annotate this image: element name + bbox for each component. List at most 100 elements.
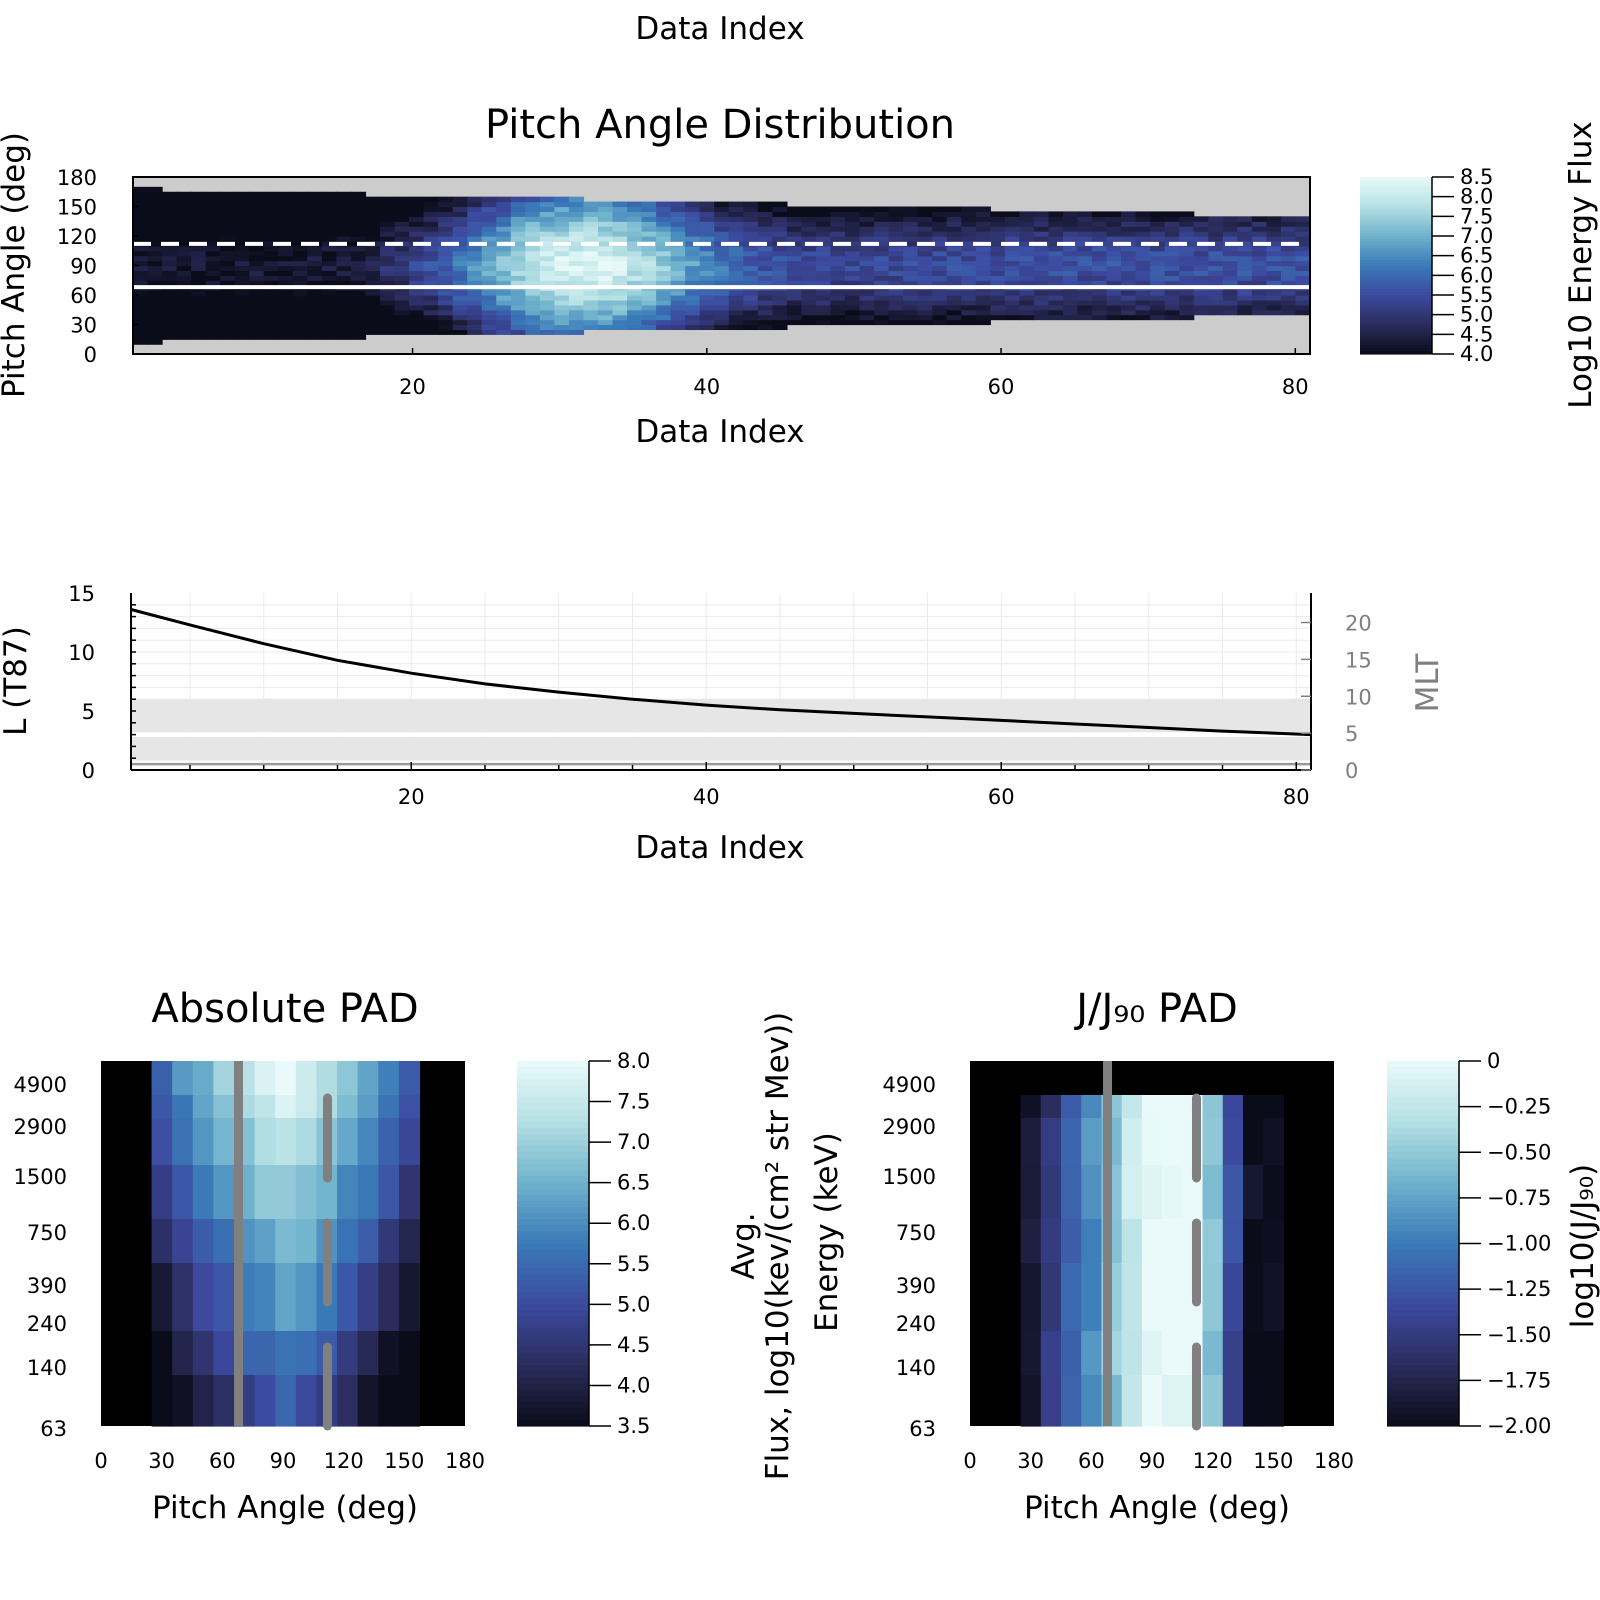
pad-colorbar-swatch [1360,233,1432,237]
pad-cell [946,226,962,232]
abs-pad-x-tick-label: 120 [324,1449,364,1473]
pad-cell [249,270,265,276]
pad-colorbar-tick-label: 5.0 [1460,303,1493,327]
pad-cell [525,211,541,217]
norm-pad-cell [1081,1331,1103,1376]
pad-cell [336,206,352,213]
pad-cell [728,250,744,257]
pad-cell [685,216,701,222]
pad-cell [350,275,367,281]
pad-cell [220,245,236,252]
pad-cell [205,201,221,208]
pad-cell [205,275,221,281]
pad-cell [670,226,686,232]
pad-cell [1092,309,1108,316]
pad-cell [1135,260,1151,267]
pad-cell [874,290,890,296]
abs-pad-colorbar-swatch [517,1346,589,1354]
pad-cell [423,314,439,321]
pad-cell [1164,226,1180,232]
pad-cell [583,290,599,296]
pad-cell [859,236,875,242]
pad-cell [307,196,323,203]
pad-cell [1048,299,1064,306]
pad-cell [1208,299,1224,306]
abs-pad-colorbar-swatch [517,1407,589,1415]
abs-pad-cell [398,1118,421,1166]
pad-cell [670,231,686,237]
pad-cell [903,226,919,232]
pad-cell [1295,236,1311,242]
pad-cell [539,201,555,208]
pad-cell [1092,290,1108,296]
pad-cell [394,329,410,335]
pad-colorbar-swatch [1360,268,1432,272]
pad-cell [656,314,672,321]
pad-cell [714,319,730,326]
pad-cell [656,290,672,296]
pad-cell [133,226,149,232]
abs-pad-cell [275,1375,297,1427]
pad-cell [321,211,338,217]
pad-cell [801,226,817,232]
pad-cell [510,196,526,203]
pad-cell [888,299,904,306]
pad-cell [757,275,773,281]
pad-cell [583,216,599,222]
pad-cell [162,260,178,267]
pad-cell [1004,245,1020,252]
pad-cell [1280,309,1297,316]
pad-cell [845,265,861,272]
pad-cell [234,295,250,301]
pad-cell [815,216,832,222]
pad-cell [1048,211,1064,217]
pad-cell [772,275,788,281]
pad-cell [539,211,555,217]
pad-cell [757,221,773,227]
pad-cell [699,290,715,296]
pad-cell [1266,221,1282,227]
abs-pad-x-tick-label: 60 [209,1449,236,1473]
abs-pad-y-tick-label: 240 [27,1312,67,1336]
pad-cell [452,250,468,257]
pad-cell [1280,255,1297,262]
pad-cell [147,329,163,335]
norm-pad-cell [1162,1375,1183,1427]
pad-cell [205,329,221,335]
pad-cell [772,299,788,306]
pad-cell [481,231,497,237]
pad-cell [278,245,294,252]
pad-cell [757,206,773,213]
pad-cell [1222,304,1238,311]
pad-cell [961,299,977,306]
pad-cell [510,201,526,208]
pad-cell [597,216,614,222]
pad-cell [612,231,628,237]
pad-cell [1222,290,1238,296]
norm-pad-cell [1162,1095,1183,1119]
pad-cell [627,270,643,276]
pad-cell [1019,275,1035,281]
pad-cell [554,245,570,252]
pad-cell [249,226,265,232]
mlt-ylabel: MLT [1410,653,1446,713]
pad-cell [1266,290,1282,296]
pad-cell [1150,299,1166,306]
pad-cell [583,280,599,286]
pad-cell [961,270,977,276]
pad-cell [452,201,468,208]
pad-cell [1222,260,1238,267]
pad-cell [1062,245,1079,252]
abs-pad-colorbar-swatch [517,1383,589,1391]
pad-cell [859,299,875,306]
pad-cell [336,250,352,257]
pad-cell [845,290,861,296]
pad-cell [990,290,1006,296]
abs-pad-x-tick-label: 30 [148,1449,175,1473]
pad-cell [220,319,236,326]
abs-pad-cell [337,1219,359,1264]
pad-cell [1062,226,1079,232]
pad-cell [1164,275,1180,281]
pad-cell [1121,236,1137,242]
pad-cell [903,240,919,247]
